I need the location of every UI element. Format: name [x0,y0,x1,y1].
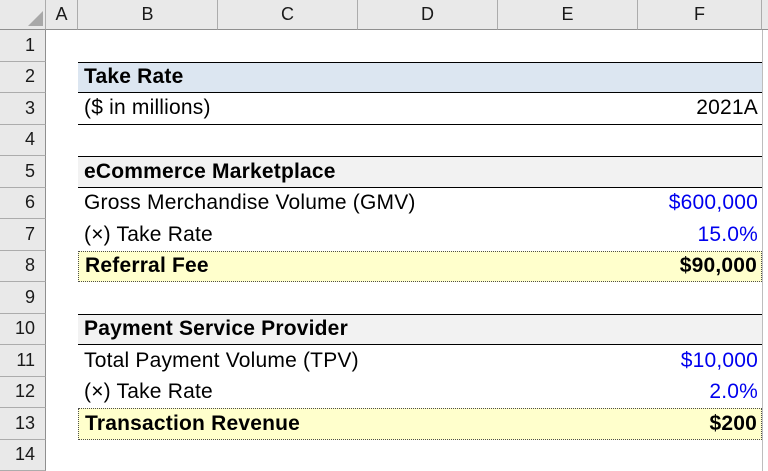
row-header-5[interactable]: 5 [0,156,46,188]
row-header-3[interactable]: 3 [0,93,46,125]
section-name-text: Payment Service Provider [84,317,348,341]
cell-ecommerce-take-rate-row[interactable]: (×) Take Rate 15.0% [78,219,762,251]
row-header-label: 13 [14,412,35,433]
row-header-label: 2 [24,66,35,87]
row-header-label: 7 [24,223,35,244]
row-header-1[interactable]: 1 [0,30,46,62]
column-header-label: A [55,4,68,24]
row-header-label: 10 [14,318,35,339]
column-header-e[interactable]: E [498,0,638,30]
row-header-12[interactable]: 12 [0,376,46,408]
column-header-b[interactable]: B [78,0,218,30]
total-label: Referral Fee [85,254,209,278]
select-all-triangle-icon [28,11,43,26]
row-header-9[interactable]: 9 [0,282,46,314]
row-header-8[interactable]: 8 [0,250,46,282]
row-header-6[interactable]: 6 [0,187,46,219]
row-header-label: 4 [24,129,35,150]
total-value: $200 [709,411,757,435]
row-header-14[interactable]: 14 [0,439,46,471]
line-value: 15.0% [697,222,758,246]
column-header-label: E [561,4,574,24]
row-header-2[interactable]: 2 [0,61,46,93]
cell-section-payment-header[interactable]: Payment Service Provider [78,313,762,345]
line-value: $600,000 [668,191,758,215]
row-header-label: 9 [24,286,35,307]
row-header-label: 14 [14,444,35,465]
cell-transaction-revenue-total-row[interactable]: Transaction Revenue $200 [78,408,762,440]
column-header-f[interactable]: F [638,0,762,30]
row-header-4[interactable]: 4 [0,124,46,156]
line-label: (×) Take Rate [84,380,213,404]
column-header-label: F [694,4,705,24]
row-header-10[interactable]: 10 [0,313,46,345]
row-header-11[interactable]: 11 [0,345,46,377]
period-header-text: 2021A [696,96,758,120]
cell-section-ecommerce-header[interactable]: eCommerce Marketplace [78,156,762,188]
select-all-corner[interactable] [0,0,46,30]
line-label: Gross Merchandise Volume (GMV) [84,191,416,215]
total-label: Transaction Revenue [85,411,301,435]
line-value: 2.0% [709,380,758,404]
row-header-label: 3 [24,97,35,118]
row-header-label: 5 [24,160,35,181]
cell-units-and-period[interactable]: ($ in millions) 2021A [78,93,762,125]
line-label: (×) Take Rate [84,222,213,246]
column-header-label: D [421,4,434,24]
row-header-label: 6 [24,192,35,213]
line-label: Total Payment Volume (TPV) [84,348,359,372]
row-header-label: 8 [24,255,35,276]
cell-referral-fee-total-row[interactable]: Referral Fee $90,000 [78,250,762,282]
column-header-label: C [281,4,294,24]
row-header-label: 1 [24,34,35,55]
column-header-label: B [141,4,154,24]
line-value: $10,000 [680,348,758,372]
cell-payment-take-rate-row[interactable]: (×) Take Rate 2.0% [78,377,762,409]
column-header-c[interactable]: C [218,0,358,30]
cell-gmv-row[interactable]: Gross Merchandise Volume (GMV) $600,000 [78,188,762,220]
column-header-g-sliver[interactable] [762,0,768,30]
row-header-13[interactable]: 13 [0,408,46,440]
cell-model-title[interactable]: Take Rate [78,61,762,93]
row-header-7[interactable]: 7 [0,219,46,251]
model-title-text: Take Rate [84,65,184,89]
row-header-label: 11 [16,349,35,370]
column-header-a[interactable]: A [46,0,78,30]
row-header-label: 12 [14,381,35,402]
column-f-gridline [762,30,763,471]
row-header-column: 1 2 3 4 5 6 7 8 9 10 11 12 13 14 [0,30,46,471]
units-note-text: ($ in millions) [84,96,211,120]
cell-tpv-row[interactable]: Total Payment Volume (TPV) $10,000 [78,345,762,377]
column-header-row: A B C D E F [0,0,768,30]
column-header-d[interactable]: D [358,0,498,30]
section-name-text: eCommerce Marketplace [84,159,336,183]
total-value: $90,000 [679,254,757,278]
